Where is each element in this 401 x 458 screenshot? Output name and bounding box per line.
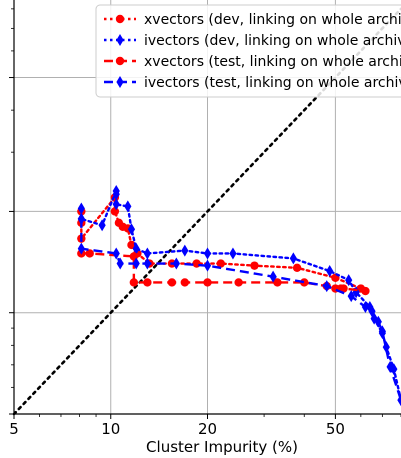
data-point: [229, 247, 237, 260]
data-point: [85, 249, 94, 258]
data-point: [339, 284, 348, 293]
data-point: [132, 242, 140, 255]
data-point: [378, 325, 386, 338]
legend-label: xvectors (dev, linking on whole archive): [144, 12, 401, 28]
data-point: [289, 252, 297, 265]
data-point: [172, 257, 180, 270]
x-tick-label: 10: [101, 420, 120, 438]
data-point: [143, 247, 151, 260]
x-tick-label: 20: [198, 420, 217, 438]
diagonal-reference-line: [12, 7, 401, 416]
legend-entry: ivectors (test, linking on whole archive…: [104, 75, 401, 91]
data-point: [203, 259, 212, 272]
legend-label: ivectors (test, linking on whole archive…: [144, 75, 401, 91]
legend-marker: [116, 34, 124, 46]
series-1: [77, 193, 366, 293]
data-point: [112, 247, 120, 260]
data-point: [127, 223, 136, 236]
data-point: [127, 240, 136, 250]
data-point: [300, 278, 309, 287]
data-point: [390, 363, 398, 376]
data-point: [203, 247, 212, 260]
data-point: [112, 188, 120, 201]
data-point: [386, 360, 394, 373]
data-point: [181, 244, 189, 257]
diagonal-line: [12, 7, 401, 416]
data-point: [77, 212, 85, 225]
legend-marker: [115, 56, 125, 66]
data-point: [77, 242, 85, 255]
data-point: [347, 290, 355, 303]
data-point: [352, 286, 360, 299]
x-tick-label: 5: [9, 420, 19, 438]
data-point: [326, 265, 334, 278]
data-point: [361, 300, 370, 313]
data-point: [250, 261, 259, 270]
legend-entry: xvectors (dev, linking on whole archive): [104, 12, 401, 28]
data-point: [143, 257, 151, 270]
legend-label: xvectors (test, linking on whole archive…: [144, 54, 401, 70]
data-point: [132, 257, 140, 270]
data-point: [368, 305, 376, 318]
data-point: [124, 200, 132, 213]
data-point: [203, 278, 212, 287]
data-point: [269, 270, 277, 283]
data-point: [167, 278, 177, 287]
data-point: [143, 278, 152, 287]
legend: xvectors (dev, linking on whole archive)…: [95, 4, 401, 98]
legend-entry: ivectors (dev, linking on whole archive): [104, 33, 401, 49]
axes: [9, 0, 401, 419]
x-axis-label: Cluster Impurity (%): [146, 438, 298, 456]
data-point: [370, 312, 378, 325]
data-point: [112, 198, 120, 211]
data-point: [345, 274, 353, 287]
data-point: [292, 263, 302, 272]
legend-marker: [116, 76, 124, 88]
data-point: [180, 278, 190, 287]
tick-labels: 5 10 20 50: [9, 420, 345, 438]
data-point: [361, 286, 370, 296]
data-point: [129, 278, 139, 287]
data-point: [216, 259, 226, 268]
data-point: [397, 394, 401, 407]
legend-entry: xvectors (test, linking on whole archive…: [104, 54, 401, 70]
legend-marker: [115, 14, 125, 24]
data-point: [192, 259, 201, 268]
data-point: [77, 202, 85, 215]
data-point: [116, 257, 124, 270]
x-tick-label: 50: [326, 420, 345, 438]
data-point: [374, 315, 382, 328]
data-point: [273, 278, 282, 287]
legend-box: [95, 4, 401, 98]
series-lines: [77, 185, 401, 407]
series-4: [77, 212, 401, 407]
legend-label: ivectors (dev, linking on whole archive): [144, 33, 401, 49]
data-point: [234, 278, 243, 287]
data-point: [110, 207, 120, 216]
data-point: [98, 219, 106, 232]
data-point: [323, 280, 331, 293]
